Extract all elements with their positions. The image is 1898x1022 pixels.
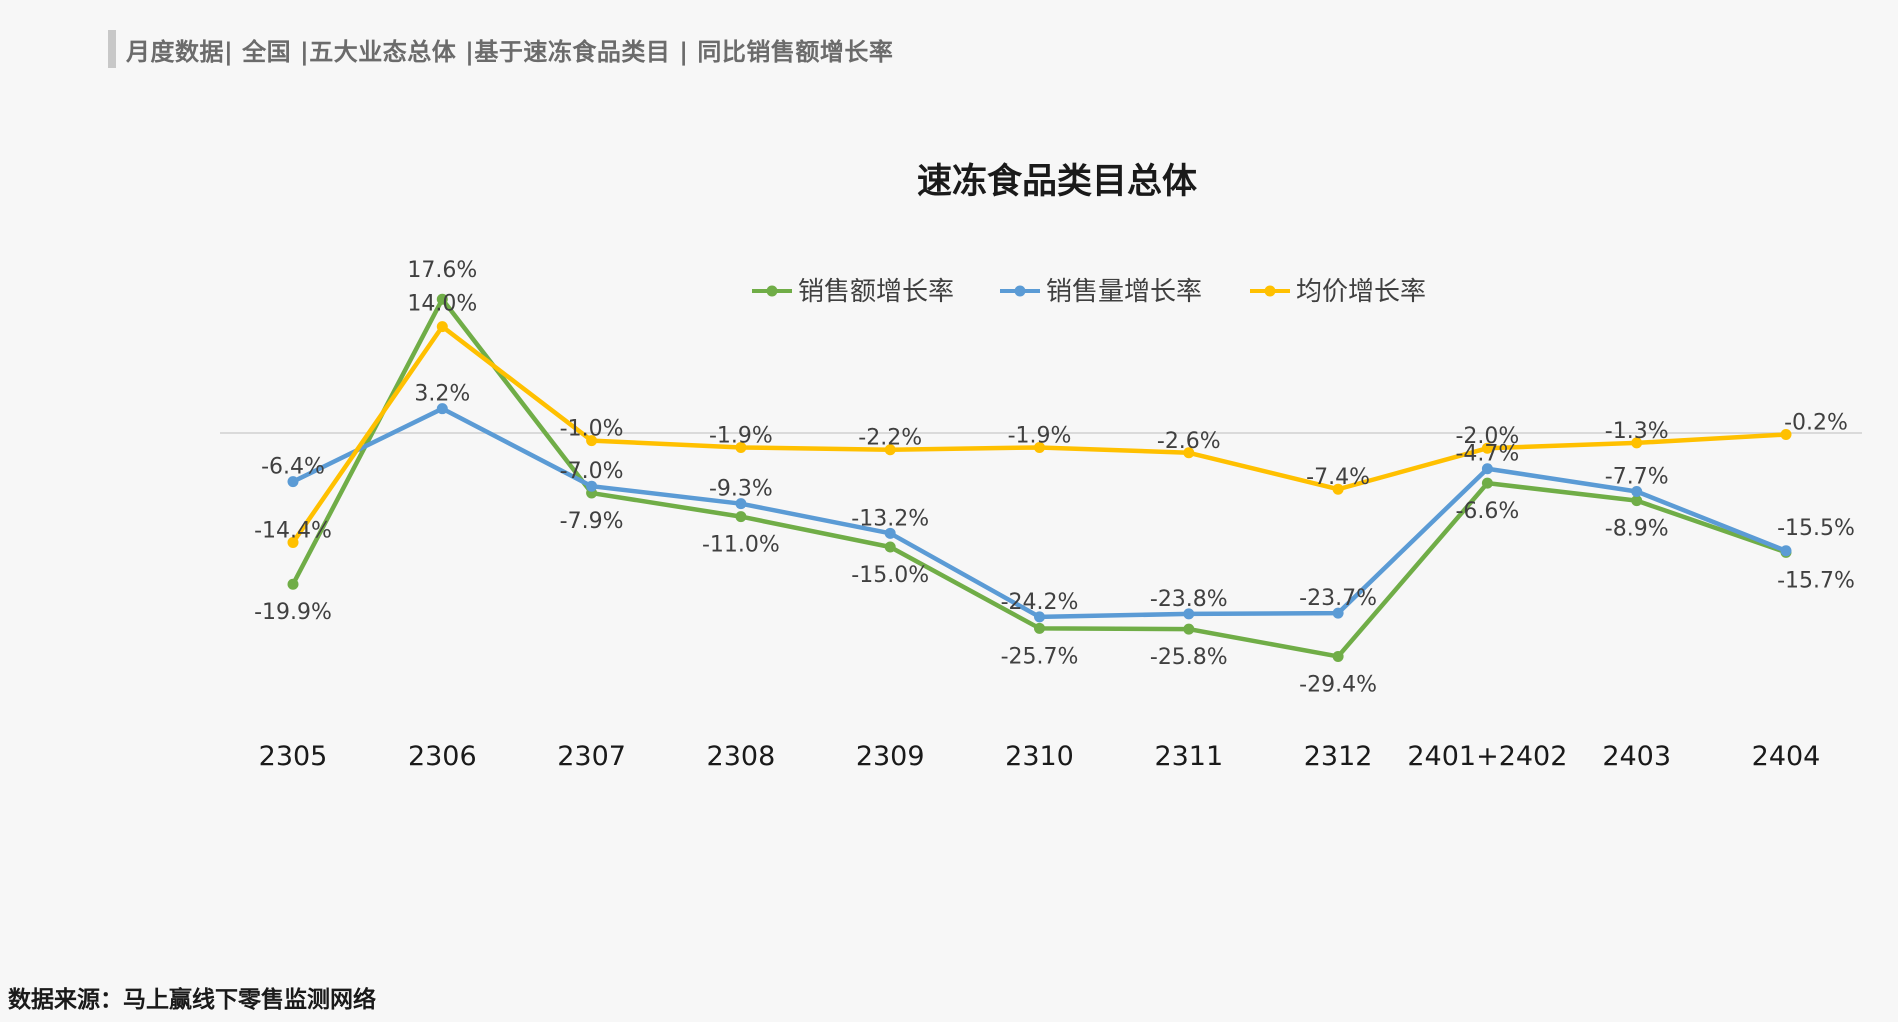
data-label: -13.2%: [851, 506, 929, 531]
data-point: [1183, 623, 1195, 635]
data-point: [1034, 611, 1045, 623]
legend-marker: [1014, 285, 1026, 297]
data-point: [287, 476, 299, 488]
data-point: [1332, 483, 1344, 495]
data-label: -9.3%: [709, 477, 773, 502]
data-point: [1183, 608, 1195, 620]
data-label: 14.0%: [407, 292, 477, 317]
x-tick-label: 2404: [1752, 741, 1821, 772]
legend-item-2: 均价增长率: [1250, 277, 1426, 307]
data-label: -2.2%: [858, 426, 922, 451]
data-point: [884, 527, 896, 539]
data-label: -14.4%: [254, 518, 332, 543]
data-point: [1631, 495, 1643, 507]
data-label: -25.8%: [1150, 645, 1228, 670]
legend-marker: [1264, 285, 1276, 297]
data-label: -1.0%: [560, 417, 624, 442]
data-point: [436, 403, 448, 415]
data-point: [735, 498, 747, 510]
data-label: -15.7%: [1777, 568, 1855, 593]
legend-label: 销售量增长率: [1046, 277, 1202, 307]
page-header: 月度数据| 全国 |五大业态总体 |基于速冻食品类目 | 同比销售额增长率: [108, 30, 893, 68]
x-tick-label: 2403: [1602, 741, 1671, 772]
data-label: -2.6%: [1157, 429, 1221, 454]
data-label: -8.9%: [1605, 517, 1669, 542]
data-label: -23.8%: [1150, 587, 1228, 612]
data-label: -7.0%: [560, 459, 624, 484]
data-point: [1631, 437, 1643, 449]
data-label: -1.9%: [709, 423, 773, 448]
legend-label: 均价增长率: [1296, 277, 1426, 307]
data-label: -25.7%: [1001, 644, 1079, 669]
x-tick-label: 2310: [1005, 741, 1074, 772]
data-label: -24.2%: [1001, 590, 1079, 615]
x-tick-label: 2308: [707, 741, 776, 772]
data-point: [1034, 441, 1045, 453]
data-label: -0.2%: [1784, 411, 1848, 436]
data-source-note: 数据来源：马上赢线下零售监测网络: [8, 987, 376, 1013]
x-tick-label: 2311: [1154, 741, 1223, 772]
data-point: [884, 541, 896, 553]
x-tick-label: 2307: [557, 741, 626, 772]
data-label: -15.5%: [1777, 516, 1855, 541]
legend-marker: [766, 285, 778, 297]
data-point: [1183, 447, 1195, 459]
data-label: -15.0%: [851, 563, 929, 588]
data-label: -11.0%: [702, 533, 780, 558]
data-label: -1.9%: [1008, 423, 1072, 448]
data-label: -2.0%: [1455, 424, 1519, 449]
data-label: -23.7%: [1299, 586, 1377, 611]
x-tick-label: 2306: [408, 741, 477, 772]
chart-title: 速冻食品类目总体: [917, 161, 1197, 202]
data-point: [1631, 486, 1643, 498]
data-point: [436, 321, 448, 333]
data-label: 17.6%: [407, 258, 477, 283]
header-accent-bar: [108, 30, 116, 68]
data-label: -19.9%: [254, 600, 332, 625]
data-point: [1481, 442, 1493, 454]
data-label: -7.9%: [560, 509, 624, 534]
data-point: [1481, 463, 1493, 475]
x-tick-label: 2309: [856, 741, 925, 772]
data-label: 3.2%: [414, 382, 470, 407]
x-tick-label: 2312: [1304, 741, 1373, 772]
data-label: -7.4%: [1306, 465, 1370, 490]
data-point: [1332, 650, 1344, 662]
data-point: [1481, 477, 1493, 489]
data-point: [287, 536, 299, 548]
page-title: 月度数据| 全国 |五大业态总体 |基于速冻食品类目 | 同比销售额增长率: [126, 37, 894, 66]
legend-label: 销售额增长率: [798, 277, 954, 307]
data-point: [436, 293, 448, 305]
data-point: [1780, 429, 1792, 441]
data-point: [287, 578, 299, 590]
data-label: -4.7%: [1455, 442, 1519, 467]
data-label: -6.6%: [1455, 499, 1519, 524]
data-label: -1.3%: [1605, 419, 1669, 444]
data-label: -29.4%: [1299, 672, 1377, 697]
data-point: [586, 480, 598, 492]
x-tick-label: 2305: [259, 741, 328, 772]
data-point: [1780, 545, 1792, 557]
x-tick-label: 2401+2402: [1407, 741, 1567, 772]
legend-item-0: 销售额增长率: [752, 277, 954, 307]
data-point: [735, 511, 747, 523]
data-label: -7.7%: [1605, 465, 1669, 490]
data-point: [1034, 622, 1045, 634]
data-point: [1332, 607, 1344, 619]
data-label: -6.4%: [261, 455, 325, 480]
data-point: [884, 444, 896, 456]
data-point: [735, 441, 747, 453]
data-point: [586, 435, 598, 447]
legend-item-1: 销售量增长率: [1000, 277, 1202, 307]
